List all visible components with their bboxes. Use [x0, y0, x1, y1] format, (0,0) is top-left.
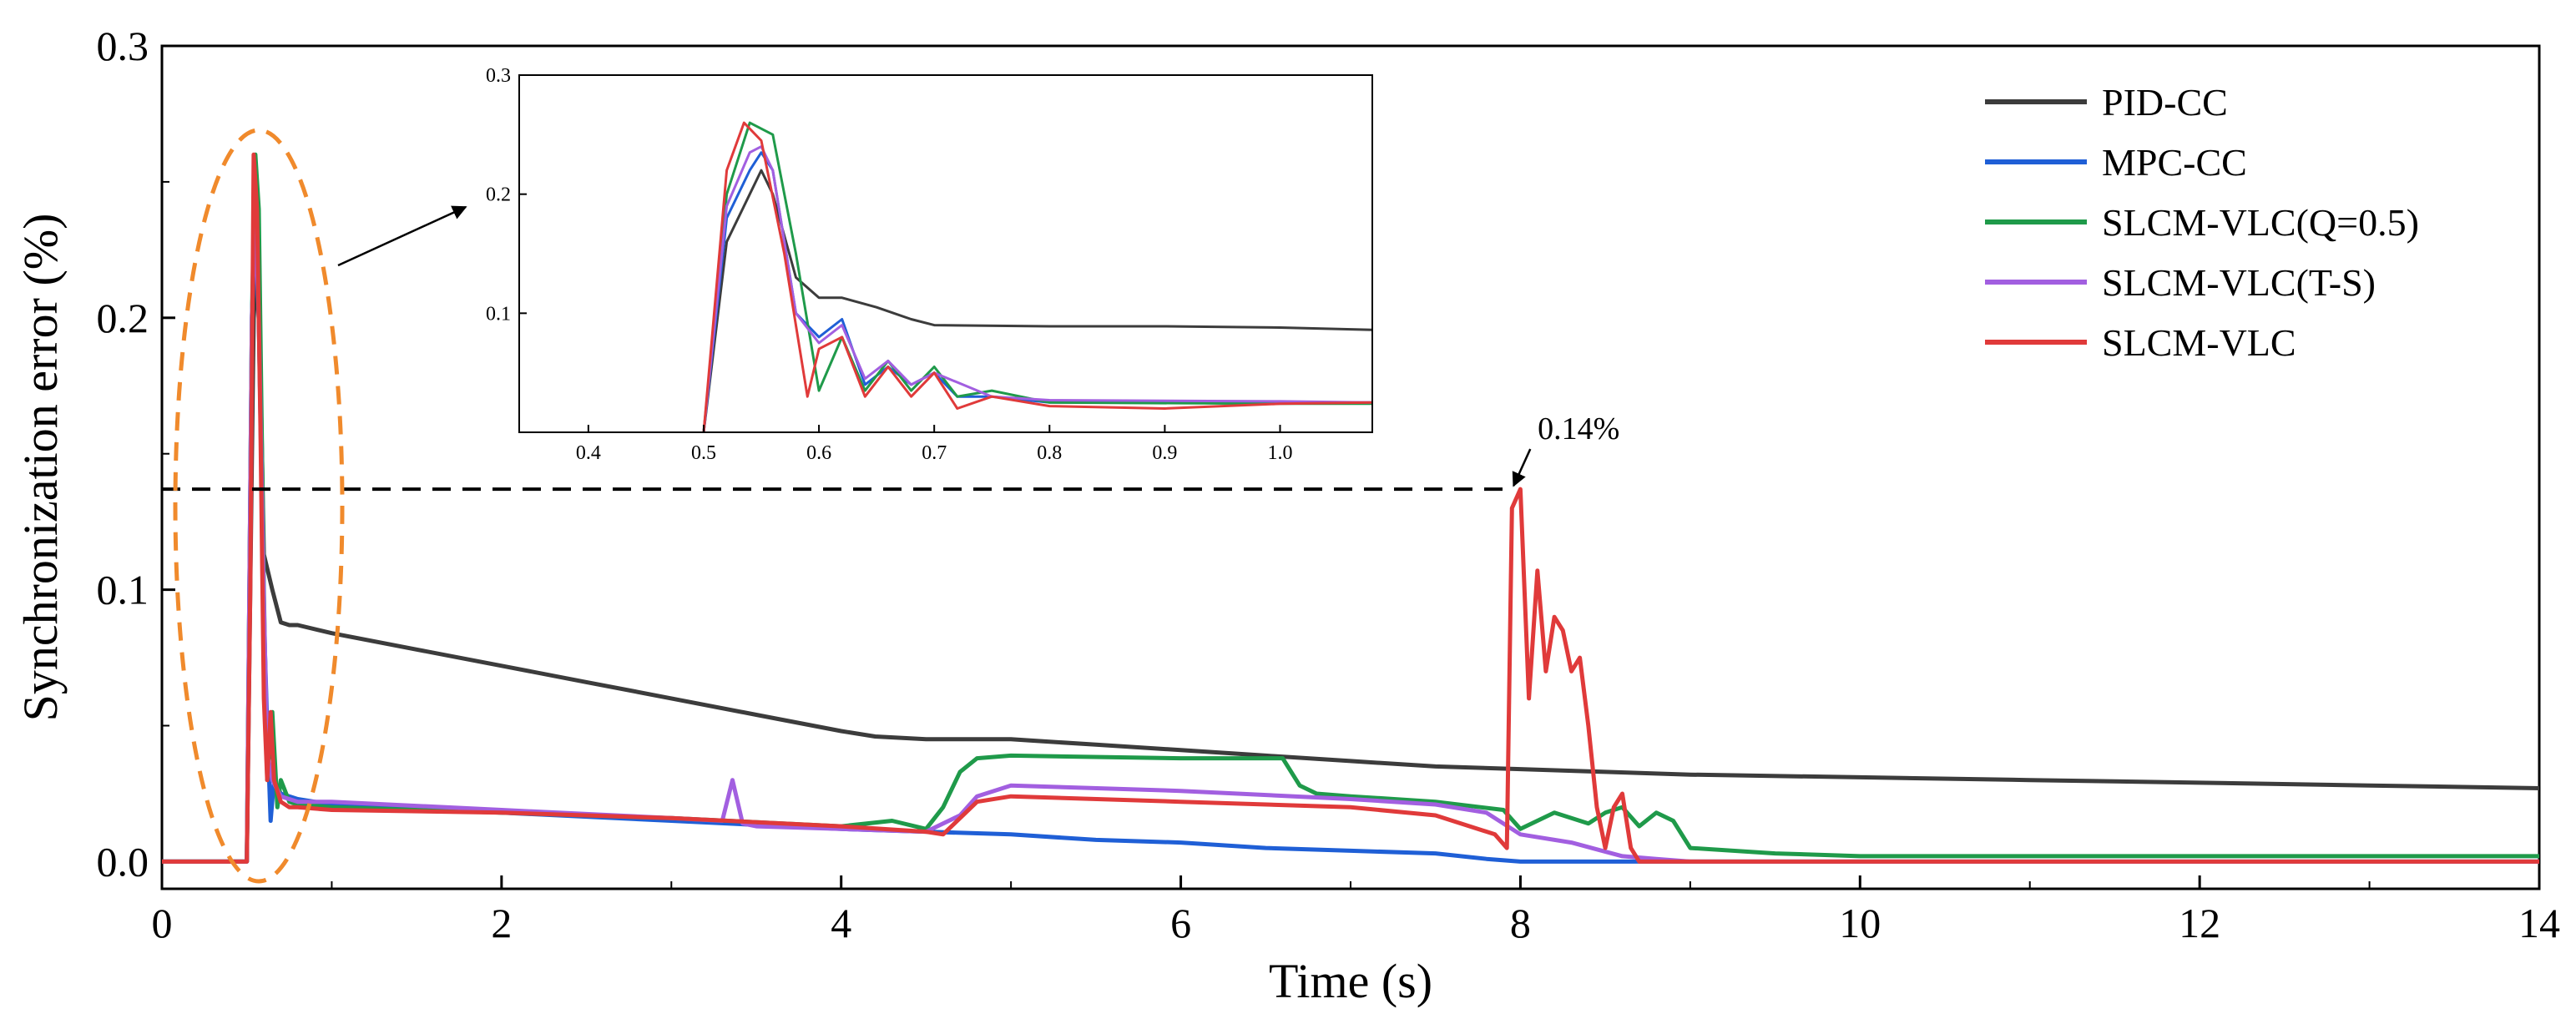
series-line-slcm-vlc [162, 152, 2539, 864]
legend-label-slcm-vlc: SLCM-VLC [2102, 321, 2296, 364]
inset-x-tick-label: 0.4 [576, 442, 601, 464]
inset-series-line-slcm-vlc-q-0-5 [702, 121, 1372, 432]
x-tick-label: 0 [152, 900, 173, 946]
inset-x-tick-label: 0.7 [922, 442, 947, 464]
legend: PID-CC MPC-CC SLCM-VLC(Q=0.5) SLCM-VLC(T-S)… [1985, 81, 2419, 364]
inset-plot-background [519, 75, 1372, 432]
inset-series-line-slcm-vlc [702, 121, 1372, 432]
inset-series-group [702, 121, 1372, 432]
inset-y-tick-label: 0.1 [486, 303, 511, 325]
y-axis-title: Synchronization error (%) [13, 214, 68, 722]
inset-x-axis: 0.4 0.5 0.6 0.7 0.8 0.9 1.0 [576, 425, 1293, 464]
x-tick-label: 8 [1510, 900, 1531, 946]
legend-label-slcm-vlc-t-s: SLCM-VLC(T-S) [2102, 261, 2376, 304]
zoom-highlight-ellipse [173, 128, 345, 884]
legend-label-mpc-cc: MPC-CC [2102, 141, 2247, 184]
legend-label-pid-cc: PID-CC [2102, 81, 2228, 124]
main-series-group [162, 152, 2539, 864]
inset-y-axis: 0.1 0.2 0.3 [486, 65, 527, 325]
inset-x-tick-label: 0.9 [1152, 442, 1177, 464]
y-tick-label: 0.1 [97, 567, 149, 613]
peak-annotation-label: 0.14% [1538, 411, 1619, 446]
inset-series-line-slcm-vlc-t-s [702, 145, 1372, 432]
main-x-axis: 0 2 4 6 8 10 12 14 [152, 875, 2560, 946]
x-tick-label: 4 [831, 900, 851, 946]
inset-x-tick-label: 0.6 [806, 442, 831, 464]
inset-series-line-pid-cc [702, 169, 1372, 432]
x-tick-label: 2 [491, 900, 512, 946]
y-tick-label: 0.2 [97, 295, 149, 341]
x-tick-label: 6 [1170, 900, 1191, 946]
inset-x-tick-label: 0.8 [1037, 442, 1062, 464]
x-axis-title: Time (s) [1269, 954, 1432, 1008]
x-tick-label: 10 [1839, 900, 1881, 946]
legend-label-slcm-vlc-q-0-5: SLCM-VLC(Q=0.5) [2102, 201, 2419, 244]
y-tick-label: 0.0 [97, 838, 149, 885]
zoom-arrow [337, 205, 467, 267]
inset-y-tick-label: 0.3 [486, 65, 511, 87]
inset-x-tick-label: 1.0 [1268, 442, 1293, 464]
inset-x-tick-label: 0.5 [691, 442, 716, 464]
x-tick-label: 12 [2179, 900, 2220, 946]
peak-annotation-arrow [1512, 448, 1532, 487]
inset-y-tick-label: 0.2 [486, 184, 511, 206]
main-y-axis: 0.0 0.1 0.2 0.3 [97, 23, 175, 885]
x-tick-label: 14 [2518, 900, 2560, 946]
y-tick-label: 0.3 [97, 23, 149, 69]
inset-plot-frame [518, 74, 1373, 433]
